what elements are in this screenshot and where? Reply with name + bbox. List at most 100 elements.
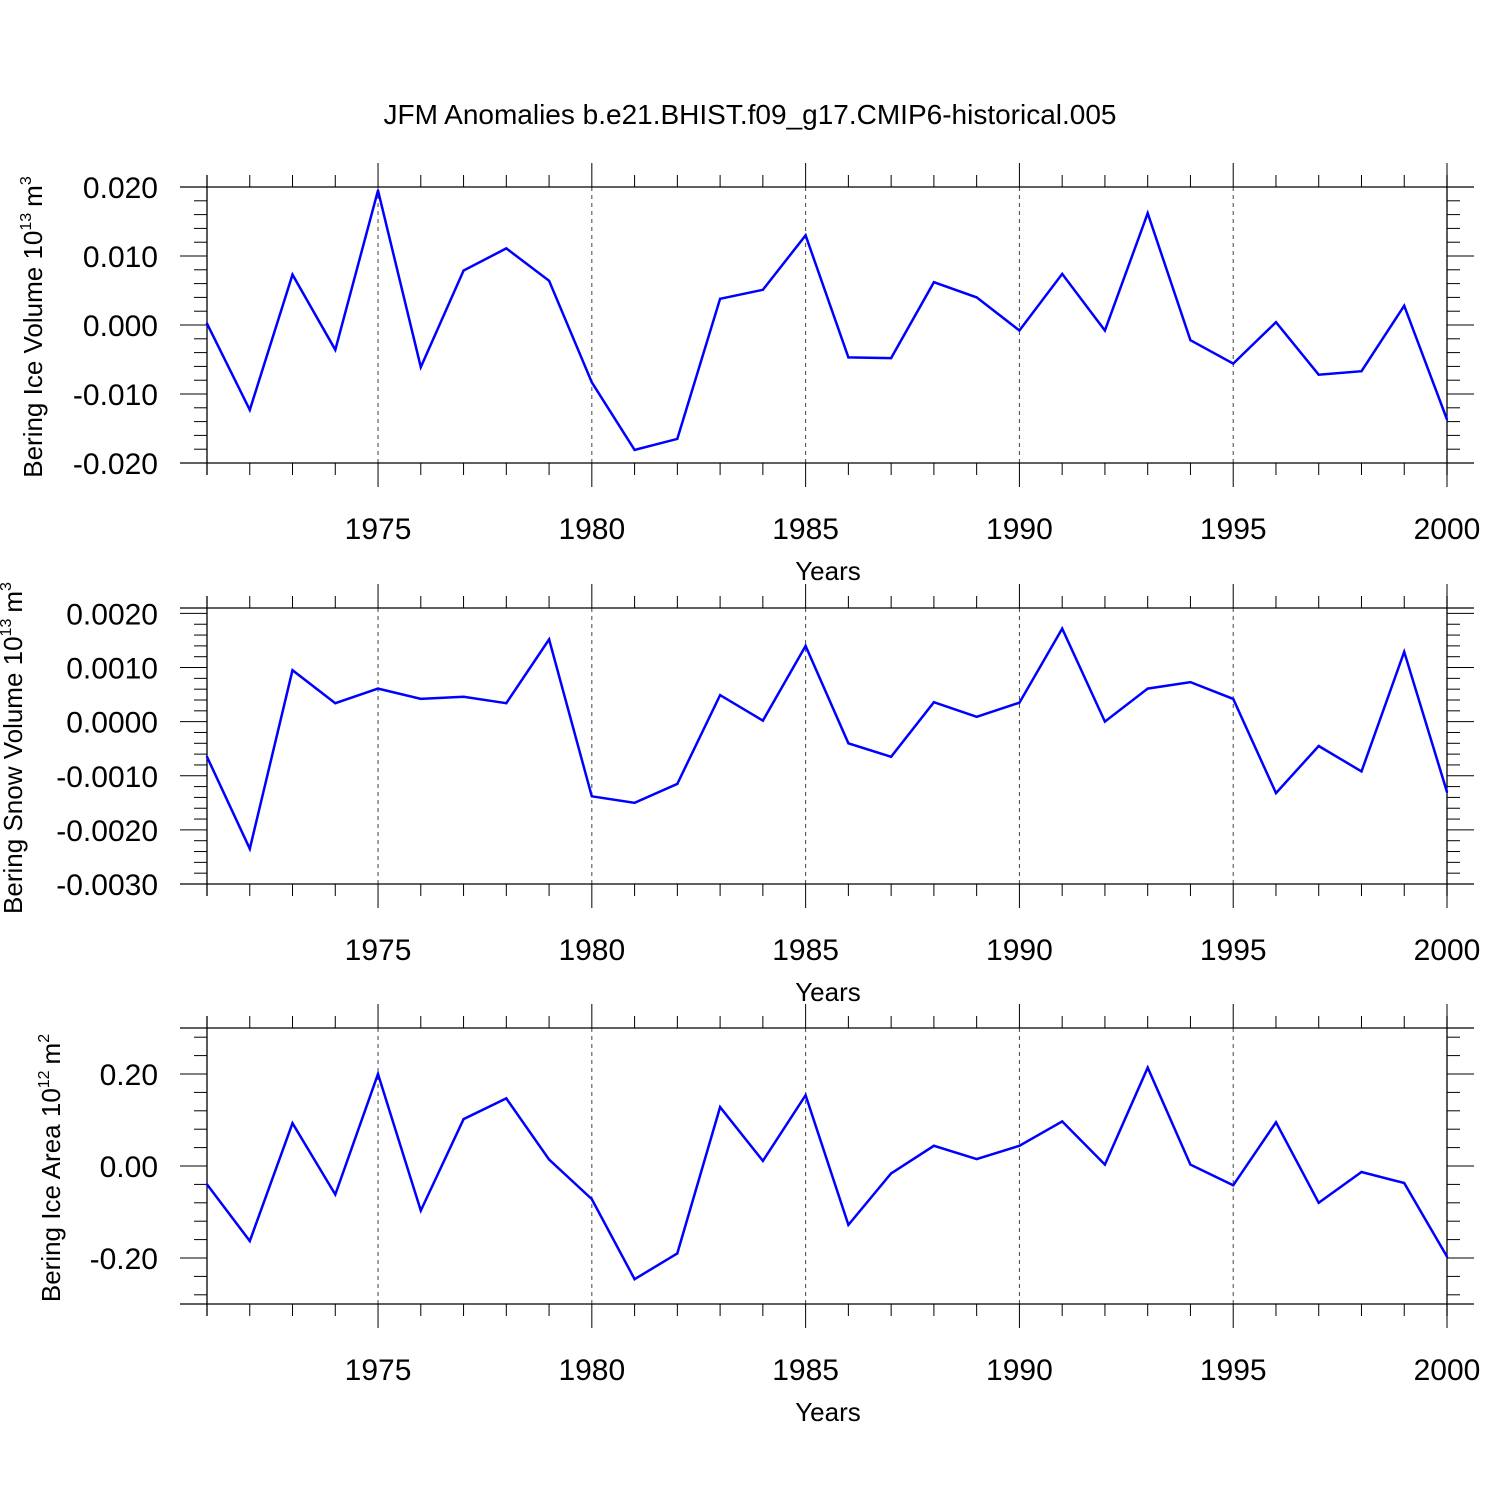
data-point-1975: [376, 687, 380, 690]
y-tick-label: 0.010: [83, 241, 158, 274]
y-tick-label: -0.0030: [56, 869, 158, 902]
y-axis-label-exp: 13: [0, 619, 15, 637]
data-point-1983: [718, 297, 722, 300]
data-point-1987: [889, 1172, 893, 1175]
x-tick-label: 1975: [345, 513, 412, 546]
y-axis-label-unit-exp: 2: [36, 1034, 53, 1043]
x-tick-label: 1975: [345, 934, 412, 967]
y-axis-label-exp: 12: [36, 1070, 53, 1088]
data-point-1998: [1360, 770, 1363, 773]
data-point-1972: [248, 408, 251, 412]
data-point-1998: [1360, 1170, 1363, 1174]
data-point-1974: [334, 1193, 337, 1196]
x-tick-label: 2000: [1414, 1354, 1481, 1387]
x-tick-label: 1990: [986, 934, 1053, 967]
data-point-1997: [1317, 744, 1320, 748]
data-point-1989: [975, 296, 978, 299]
y-axis-label-main: Bering Ice Volume 10: [18, 231, 48, 478]
y-axis-label-main: Bering Snow Volume 10: [0, 636, 28, 914]
y-tick-label: -0.0010: [56, 761, 158, 794]
y-tick-label: -0.0020: [56, 815, 158, 848]
data-point-1977: [462, 269, 465, 272]
data-point-1997: [1317, 373, 1320, 376]
y-tick-label: 0.0000: [66, 707, 158, 740]
x-axis-label: Years: [795, 1397, 861, 1427]
y-tick-label: 0.000: [83, 310, 158, 343]
x-tick-label: 1990: [986, 1354, 1053, 1387]
data-point-1982: [676, 1252, 679, 1255]
x-tick-label: 1985: [772, 1354, 839, 1387]
y-axis-label-unit: m: [36, 1043, 66, 1065]
y-axis-label-unit: m: [18, 185, 48, 207]
data-point-1983: [718, 1105, 722, 1109]
y-tick-label: -0.020: [73, 448, 158, 481]
data-point-1982: [676, 437, 679, 441]
panel-3: 1975 1980 1985 1990 1995 2000 Years -0.20 0.00 0.…: [36, 1004, 1480, 1427]
data-point-1992: [1103, 329, 1107, 332]
data-point-2000: [1445, 790, 1449, 794]
data-point-1988: [932, 700, 936, 704]
data-point-1985: [804, 644, 807, 648]
y-tick-label: -0.20: [90, 1243, 158, 1276]
data-point-1995: [1232, 697, 1235, 701]
data-point-1984: [761, 288, 765, 292]
data-point-1995: [1232, 362, 1235, 365]
data-point-1985: [804, 234, 807, 237]
data-point-1996: [1274, 791, 1278, 795]
data-point-1978: [505, 702, 508, 705]
y-axis-label: Bering Ice Area 1012 m2: [36, 1034, 66, 1302]
data-point-1999: [1403, 1181, 1406, 1185]
x-tick-label: 1995: [1200, 513, 1267, 546]
x-tick-label: 1995: [1200, 934, 1267, 967]
data-point-1996: [1274, 321, 1278, 324]
data-point-2000: [1445, 418, 1449, 421]
data-point-1995: [1232, 1184, 1235, 1187]
y-axis-label-exp: 13: [18, 213, 35, 231]
x-tick-label: 1975: [345, 1354, 412, 1387]
data-point-1985: [804, 1093, 807, 1097]
data-point-1980: [590, 1197, 594, 1201]
data-point-1993: [1146, 1066, 1149, 1069]
x-tick-label: 1990: [986, 513, 1053, 546]
y-tick-label: -0.010: [73, 379, 158, 412]
data-point-1975: [376, 1072, 380, 1076]
data-point-1976: [419, 365, 422, 369]
data-point-1990: [1018, 329, 1021, 332]
panel-2: 1975 1980 1985 1990 1995 2000 Years -0.0030 -0.0…: [0, 582, 1480, 1007]
data-point-1978: [505, 247, 508, 250]
data-point-1988: [932, 281, 936, 284]
y-tick-label: 0.00: [100, 1151, 158, 1184]
x-tick-label: 1995: [1200, 1354, 1267, 1387]
x-tick-label: 1980: [558, 1354, 625, 1387]
x-tick-label: 1985: [772, 513, 839, 546]
data-point-1974: [334, 702, 337, 705]
data-point-1999: [1403, 304, 1406, 307]
data-point-1981: [633, 801, 636, 805]
data-point-1991: [1060, 272, 1064, 276]
data-point-1971: [205, 1183, 209, 1186]
data-point-1981: [633, 448, 636, 452]
data-point-1986: [847, 1223, 850, 1227]
data-point-1984: [761, 1159, 765, 1163]
data-point-1994: [1189, 338, 1192, 342]
x-tick-label: 1985: [772, 934, 839, 967]
data-point-1972: [248, 847, 251, 851]
data-point-1979: [547, 279, 551, 283]
x-tick-label: 2000: [1414, 934, 1481, 967]
x-axis-label: Years: [795, 556, 861, 586]
data-point-1989: [975, 1157, 978, 1161]
y-axis-label-main: Bering Ice Area 10: [36, 1088, 66, 1302]
data-point-1976: [419, 1209, 422, 1212]
y-tick-label: 0.20: [100, 1059, 158, 1092]
data-point-1986: [847, 356, 850, 359]
data-point-1982: [676, 782, 679, 786]
y-axis-label-unit-exp: 3: [0, 582, 15, 591]
x-tick-label: 1980: [558, 513, 625, 546]
data-point-1986: [847, 742, 850, 745]
data-point-1998: [1360, 370, 1363, 373]
y-tick-label: 0.0020: [66, 598, 158, 631]
y-tick-label: 0.0010: [66, 653, 158, 686]
data-point-1990: [1018, 701, 1021, 704]
data-point-1988: [932, 1144, 936, 1147]
